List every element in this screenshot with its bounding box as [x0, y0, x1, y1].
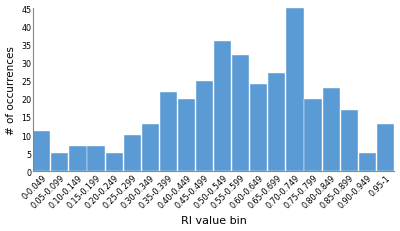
Bar: [142, 125, 159, 172]
Bar: [51, 154, 68, 172]
Bar: [377, 125, 394, 172]
X-axis label: RI value bin: RI value bin: [181, 216, 246, 225]
Bar: [160, 92, 177, 172]
Bar: [268, 74, 286, 172]
Bar: [69, 146, 86, 172]
Bar: [232, 56, 249, 172]
Bar: [33, 132, 50, 172]
Bar: [250, 85, 267, 172]
Bar: [286, 9, 304, 172]
Bar: [196, 81, 213, 172]
Bar: [106, 154, 123, 172]
Y-axis label: # of occurrences: # of occurrences: [6, 46, 16, 135]
Bar: [214, 42, 231, 172]
Bar: [124, 136, 141, 172]
Bar: [359, 154, 376, 172]
Bar: [322, 88, 340, 172]
Bar: [341, 110, 358, 172]
Bar: [178, 99, 195, 172]
Bar: [304, 99, 322, 172]
Bar: [88, 146, 105, 172]
